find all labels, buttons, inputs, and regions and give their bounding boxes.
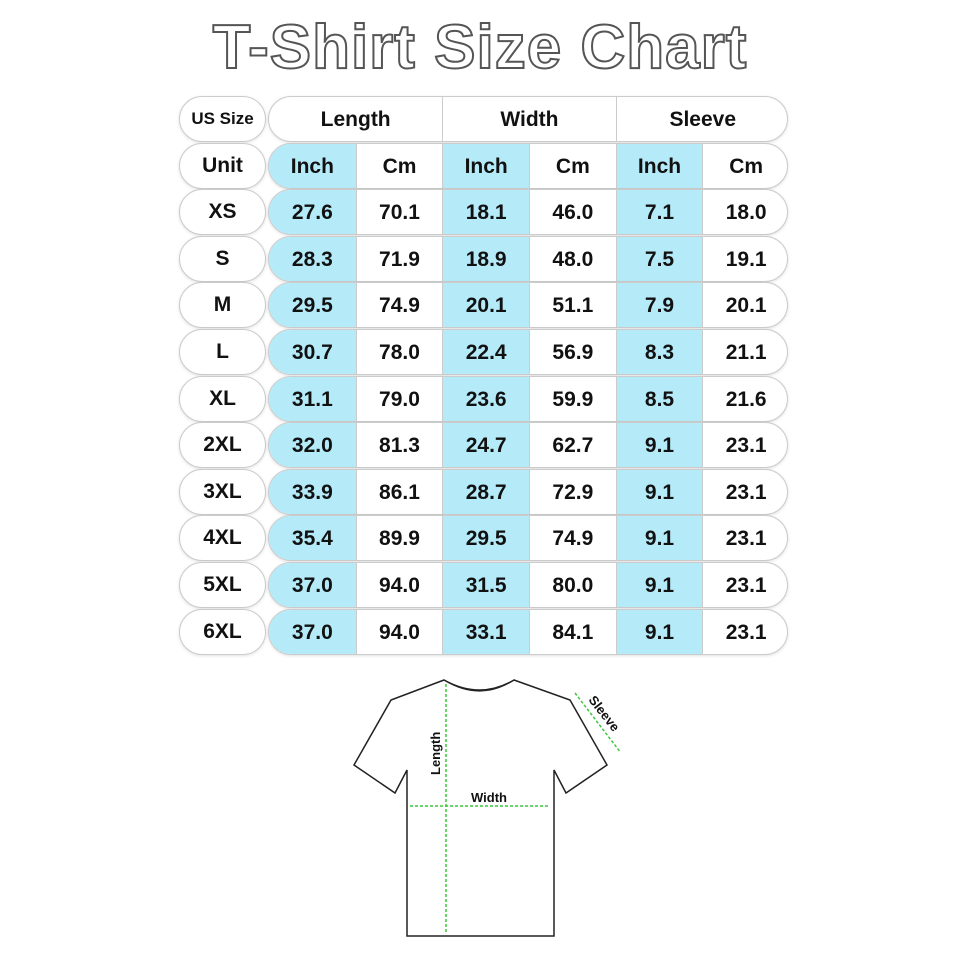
inch-value: 9.1 bbox=[615, 516, 703, 561]
inch-value: 29.5 bbox=[442, 516, 529, 561]
sleeve-measure-line bbox=[574, 692, 620, 753]
measurement-cells: 37.0 94.0 33.1 84.1 9.1 23.1 bbox=[268, 608, 788, 655]
measurement-cells: 31.1 79.0 23.6 59.9 8.5 21.6 bbox=[268, 375, 788, 422]
cm-value: 72.9 bbox=[529, 469, 616, 514]
inch-value: 9.1 bbox=[615, 563, 703, 607]
size-label: L bbox=[179, 329, 266, 375]
inch-value: 18.1 bbox=[442, 190, 529, 235]
measurement-cells: 27.6 70.1 18.1 46.0 7.1 18.0 bbox=[268, 189, 788, 236]
inch-value: Inch bbox=[615, 143, 703, 188]
size-label: 2XL bbox=[179, 422, 266, 469]
inch-value: 28.7 bbox=[442, 469, 529, 514]
inch-value: 20.1 bbox=[442, 283, 529, 328]
cm-value: 56.9 bbox=[529, 330, 616, 374]
inch-value: 33.9 bbox=[269, 469, 356, 514]
inch-value: 35.4 bbox=[269, 516, 356, 561]
size-label: 3XL bbox=[179, 468, 266, 515]
cm-value: 62.7 bbox=[529, 423, 616, 468]
inch-value: 9.1 bbox=[615, 609, 703, 654]
cm-value: 23.1 bbox=[702, 423, 787, 468]
inch-value: 8.3 bbox=[615, 330, 703, 374]
cm-value: 86.1 bbox=[355, 469, 443, 514]
unit-label: Unit bbox=[179, 142, 266, 189]
measurement-cells: 32.0 81.3 24.7 62.7 9.1 23.1 bbox=[268, 422, 788, 469]
t-shirt-outline bbox=[353, 679, 608, 937]
cm-value: 94.0 bbox=[355, 563, 443, 607]
size-label: 5XL bbox=[179, 562, 266, 608]
inch-value: 29.5 bbox=[269, 283, 356, 328]
cm-value: Cm bbox=[529, 143, 616, 188]
measurement-cells: 28.3 71.9 18.9 48.0 7.5 19.1 bbox=[268, 235, 788, 282]
cm-value: 23.1 bbox=[702, 563, 787, 607]
cm-value: 80.0 bbox=[529, 563, 616, 607]
size-label: 6XL bbox=[179, 608, 266, 655]
inch-value: 22.4 bbox=[442, 330, 529, 374]
inch-value: 31.1 bbox=[269, 376, 356, 421]
measurement-cells: 35.4 89.9 29.5 74.9 9.1 23.1 bbox=[268, 515, 788, 562]
cm-value: 51.1 bbox=[529, 283, 616, 328]
cm-value: 18.0 bbox=[702, 190, 787, 235]
cm-value: 21.1 bbox=[702, 330, 787, 374]
inch-value: 27.6 bbox=[269, 190, 356, 235]
inch-value: 31.5 bbox=[442, 563, 529, 607]
inch-value: 8.5 bbox=[615, 376, 703, 421]
measurement-cells: 30.7 78.0 22.4 56.9 8.3 21.1 bbox=[268, 329, 788, 375]
size-label: XL bbox=[179, 375, 266, 422]
cm-value: 74.9 bbox=[529, 516, 616, 561]
cm-value: 78.0 bbox=[355, 330, 443, 374]
cm-value: 48.0 bbox=[529, 236, 616, 281]
size-label: 4XL bbox=[179, 515, 266, 562]
length-label: Length bbox=[428, 732, 443, 775]
cm-value: 23.1 bbox=[702, 469, 787, 514]
inch-value: 9.1 bbox=[615, 423, 703, 468]
us-size-header: US Size bbox=[179, 96, 266, 142]
measurement-cells: 37.0 94.0 31.5 80.0 9.1 23.1 bbox=[268, 562, 788, 608]
inch-value: 37.0 bbox=[269, 609, 356, 654]
width-label: Width bbox=[471, 790, 507, 805]
cm-value: Cm bbox=[355, 143, 443, 188]
measurement-cells: 29.5 74.9 20.1 51.1 7.9 20.1 bbox=[268, 282, 788, 329]
cm-value: 70.1 bbox=[355, 190, 443, 235]
inch-value: 7.9 bbox=[615, 283, 703, 328]
cm-value: 59.9 bbox=[529, 376, 616, 421]
cm-value: 21.6 bbox=[702, 376, 787, 421]
t-shirt-diagram: Length Width Sleeve bbox=[353, 679, 620, 937]
cm-value: 94.0 bbox=[355, 609, 443, 654]
group-headers: Length Width Sleeve bbox=[268, 96, 788, 142]
inch-value: 37.0 bbox=[269, 563, 356, 607]
page-title: T-Shirt Size Chart bbox=[212, 12, 748, 83]
inch-value: 23.6 bbox=[442, 376, 529, 421]
inch-value: 28.3 bbox=[269, 236, 356, 281]
cm-value: Cm bbox=[702, 143, 787, 188]
inch-value: 9.1 bbox=[615, 469, 703, 514]
inch-value: 18.9 bbox=[442, 236, 529, 281]
cm-value: 84.1 bbox=[529, 609, 616, 654]
cm-value: 20.1 bbox=[702, 283, 787, 328]
inch-value: 7.5 bbox=[615, 236, 703, 281]
inch-value: Inch bbox=[442, 143, 529, 188]
measurement-cells: 33.9 86.1 28.7 72.9 9.1 23.1 bbox=[268, 468, 788, 515]
inch-value: 7.1 bbox=[615, 190, 703, 235]
inch-value: 24.7 bbox=[442, 423, 529, 468]
cm-value: 74.9 bbox=[355, 283, 443, 328]
cm-value: 23.1 bbox=[702, 516, 787, 561]
cm-value: 23.1 bbox=[702, 609, 787, 654]
cm-value: 81.3 bbox=[355, 423, 443, 468]
size-label: M bbox=[179, 282, 266, 329]
inch-value: 32.0 bbox=[269, 423, 356, 468]
size-label: XS bbox=[179, 189, 266, 236]
cm-value: 79.0 bbox=[355, 376, 443, 421]
measurement-cells: Inch Cm Inch Cm Inch Cm bbox=[268, 142, 788, 189]
inch-value: 30.7 bbox=[269, 330, 356, 374]
group-header: Width bbox=[442, 97, 615, 141]
cm-value: 71.9 bbox=[355, 236, 443, 281]
inch-value: 33.1 bbox=[442, 609, 529, 654]
cm-value: 19.1 bbox=[702, 236, 787, 281]
size-label: S bbox=[179, 235, 266, 282]
group-header: Length bbox=[320, 108, 391, 131]
inch-value: Inch bbox=[269, 143, 356, 188]
cm-value: 89.9 bbox=[355, 516, 443, 561]
cm-value: 46.0 bbox=[529, 190, 616, 235]
group-header: Sleeve bbox=[615, 97, 787, 141]
